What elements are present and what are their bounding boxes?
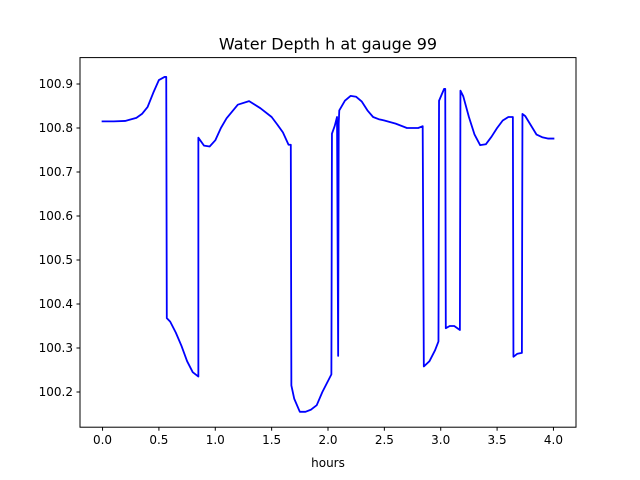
x-tick-label: 4.0 [544, 433, 563, 447]
y-tick-label: 100.8 [39, 121, 73, 135]
y-tick-label: 100.9 [39, 77, 73, 91]
y-tick-label: 100.6 [39, 209, 73, 223]
plot-frame [79, 57, 577, 428]
y-tick-label: 100.2 [39, 385, 73, 399]
x-tick-label: 1.5 [262, 433, 281, 447]
x-axis-label: hours [311, 456, 345, 470]
y-tick-label: 100.7 [39, 165, 73, 179]
series-group [101, 76, 555, 413]
x-ticks: 0.0 0.5 1.0 1.5 2.0 2.5 3.0 3.5 4.0 [93, 427, 563, 447]
y-ticks: 100.2 100.3 100.4 100.5 100.6 100.7 100.8 100.9 [39, 77, 80, 399]
x-tick-label: 2.0 [318, 433, 337, 447]
series-line [101, 76, 555, 413]
y-tick-label: 100.5 [39, 253, 73, 267]
x-tick-label: 0.5 [149, 433, 168, 447]
x-tick-label: 2.5 [375, 433, 394, 447]
x-tick-label: 3.5 [488, 433, 507, 447]
x-tick-label: 3.0 [431, 433, 450, 447]
x-tick-label: 0.0 [93, 433, 112, 447]
chart-title: Water Depth h at gauge 99 [219, 35, 437, 54]
x-tick-label: 1.0 [206, 433, 225, 447]
y-tick-label: 100.4 [39, 297, 73, 311]
y-tick-label: 100.3 [39, 341, 73, 355]
